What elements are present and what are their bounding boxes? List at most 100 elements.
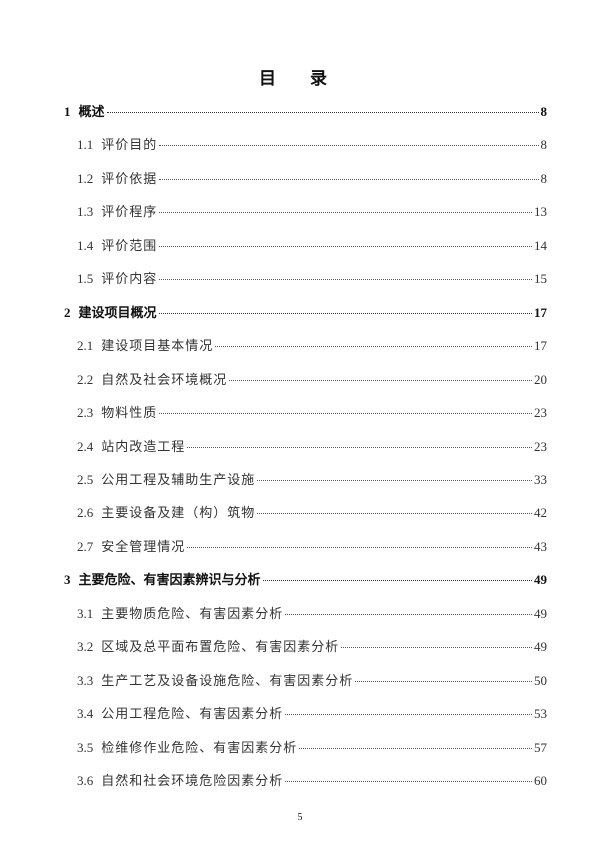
entry-page: 49 bbox=[534, 572, 547, 588]
toc-entry[interactable]: 3.5 检维修作业危险、有害因素分析 57 bbox=[77, 737, 547, 757]
entry-number: 1 bbox=[64, 104, 71, 119]
dot-leader bbox=[285, 781, 532, 782]
toc-entry[interactable]: 3.4 公用工程危险、有害因素分析 53 bbox=[77, 703, 547, 723]
dot-leader bbox=[187, 446, 532, 448]
entry-page: 60 bbox=[534, 773, 547, 788]
toc-entry[interactable]: 2.1 建设项目基本情况 17 bbox=[77, 335, 547, 355]
toc-entry[interactable]: 2.3 物料性质 23 bbox=[77, 402, 547, 422]
dot-leader bbox=[285, 613, 532, 615]
entry-number: 2.4 bbox=[77, 438, 94, 454]
toc-entry[interactable]: 2.5 公用工程及辅助生产设施 33 bbox=[77, 469, 547, 489]
entry-title: 评价内容 bbox=[101, 272, 158, 288]
entry-number: 3.3 bbox=[77, 672, 94, 688]
dot-leader bbox=[262, 580, 532, 582]
dot-leader bbox=[355, 680, 532, 682]
entry-title: 评价范围 bbox=[101, 238, 158, 254]
toc-entry[interactable]: 1.1 评价目的 8 bbox=[77, 134, 547, 154]
toc-entry[interactable]: 2.6 主要设备及建（构）筑物 42 bbox=[77, 502, 547, 522]
entry-title: 站内改造工程 bbox=[101, 439, 186, 455]
toc-entry[interactable]: 1.2 评价依据 8 bbox=[77, 168, 547, 188]
dot-leader bbox=[229, 379, 532, 381]
entry-page: 43 bbox=[534, 538, 547, 554]
dot-leader bbox=[341, 647, 532, 649]
entry-number: 3.5 bbox=[77, 739, 94, 755]
toc-entry[interactable]: 3.2 区域及总平面布置危险、有害因素分析 49 bbox=[77, 636, 547, 656]
entry-title: 建设项目概况 bbox=[78, 305, 157, 321]
entry-page: 50 bbox=[534, 672, 547, 688]
entry-number: 1.2 bbox=[77, 170, 94, 186]
dot-leader bbox=[106, 112, 539, 113]
entry-title: 主要设备及建（构）筑物 bbox=[101, 506, 256, 522]
entry-title: 公用工程危险、有害因素分析 bbox=[101, 707, 284, 723]
entry-title: 主要物质危险、有害因素分析 bbox=[101, 606, 284, 622]
toc-entry[interactable]: 3 主要危险、有害因素辨识与分析 49 bbox=[64, 569, 547, 589]
entry-page: 8 bbox=[540, 170, 548, 186]
entry-page: 49 bbox=[534, 605, 547, 621]
entry-page: 23 bbox=[534, 438, 547, 454]
entry-number: 2.6 bbox=[77, 505, 94, 521]
page-number: 5 bbox=[297, 812, 303, 823]
entry-page: 13 bbox=[534, 204, 547, 220]
entry-page: 17 bbox=[534, 304, 547, 320]
entry-page: 15 bbox=[534, 271, 547, 287]
dot-leader bbox=[257, 479, 532, 481]
dot-leader bbox=[159, 245, 532, 247]
dot-leader bbox=[285, 714, 532, 716]
entry-number: 1.1 bbox=[77, 137, 94, 153]
entry-number: 2.2 bbox=[77, 371, 94, 387]
entry-number: 1.5 bbox=[77, 271, 94, 287]
entry-number: 1.3 bbox=[77, 204, 94, 220]
entry-title: 评价程序 bbox=[101, 205, 158, 221]
dot-leader bbox=[187, 546, 532, 548]
toc-entry[interactable]: 1 概述 8 bbox=[64, 101, 547, 121]
entry-number: 2.7 bbox=[77, 538, 94, 554]
entry-page: 14 bbox=[534, 237, 547, 253]
dot-leader bbox=[159, 212, 532, 214]
entry-number: 2.3 bbox=[77, 405, 94, 421]
entry-page: 8 bbox=[540, 104, 548, 119]
entry-number: 2 bbox=[64, 304, 71, 320]
dot-leader bbox=[159, 145, 539, 147]
toc-entry[interactable]: 1.3 评价程序 13 bbox=[77, 201, 547, 221]
entry-number: 3.1 bbox=[77, 605, 94, 621]
toc-entry[interactable]: 2.2 自然及社会环境概况 20 bbox=[77, 369, 547, 389]
toc-entry[interactable]: 3.6 自然和社会环境危险因素分析 60 bbox=[77, 770, 547, 790]
entry-number: 2.1 bbox=[77, 338, 94, 354]
entry-title: 检维修作业危险、有害因素分析 bbox=[101, 740, 298, 756]
entry-page: 53 bbox=[534, 706, 547, 722]
dot-leader bbox=[159, 413, 532, 415]
entry-title: 生产工艺及设备设施危险、有害因素分析 bbox=[101, 673, 354, 689]
entry-page: 23 bbox=[534, 405, 547, 421]
dot-leader bbox=[158, 312, 532, 314]
entry-title: 公用工程及辅助生产设施 bbox=[101, 472, 256, 488]
entry-number: 3 bbox=[64, 572, 71, 588]
entry-title: 建设项目基本情况 bbox=[101, 339, 214, 355]
entry-title: 区域及总平面布置危险、有害因素分析 bbox=[101, 640, 340, 656]
entry-number: 2.5 bbox=[77, 471, 94, 487]
entry-title: 安全管理情况 bbox=[101, 539, 186, 555]
dot-leader bbox=[215, 346, 532, 348]
entry-page: 17 bbox=[534, 338, 547, 354]
entry-page: 57 bbox=[534, 739, 547, 755]
toc-entry[interactable]: 1.4 评价范围 14 bbox=[77, 235, 547, 255]
toc-entry[interactable]: 1.5 评价内容 15 bbox=[77, 268, 547, 288]
toc-entry[interactable]: 2.4 站内改造工程 23 bbox=[77, 436, 547, 456]
entry-page: 49 bbox=[534, 639, 547, 655]
toc-entry[interactable]: 2.7 安全管理情况 43 bbox=[77, 536, 547, 556]
toc-entry[interactable]: 2 建设项目概况 17 bbox=[64, 302, 547, 322]
dot-leader bbox=[299, 747, 532, 749]
entry-title: 评价依据 bbox=[101, 171, 158, 187]
toc-entry[interactable]: 3.1 主要物质危险、有害因素分析 49 bbox=[77, 603, 547, 623]
entry-page: 42 bbox=[534, 505, 547, 521]
dot-leader bbox=[159, 279, 532, 281]
entry-title: 自然及社会环境概况 bbox=[101, 372, 228, 388]
entry-title: 主要危险、有害因素辨识与分析 bbox=[78, 573, 261, 589]
entry-page: 33 bbox=[534, 471, 547, 487]
entry-title: 物料性质 bbox=[101, 406, 158, 422]
dot-leader bbox=[159, 178, 539, 180]
entry-title: 自然和社会环境危险因素分析 bbox=[101, 774, 284, 789]
toc-entry[interactable]: 3.3 生产工艺及设备设施危险、有害因素分析 50 bbox=[77, 670, 547, 690]
entry-page: 8 bbox=[540, 137, 548, 153]
entry-page: 20 bbox=[534, 371, 547, 387]
entry-number: 3.2 bbox=[77, 639, 94, 655]
